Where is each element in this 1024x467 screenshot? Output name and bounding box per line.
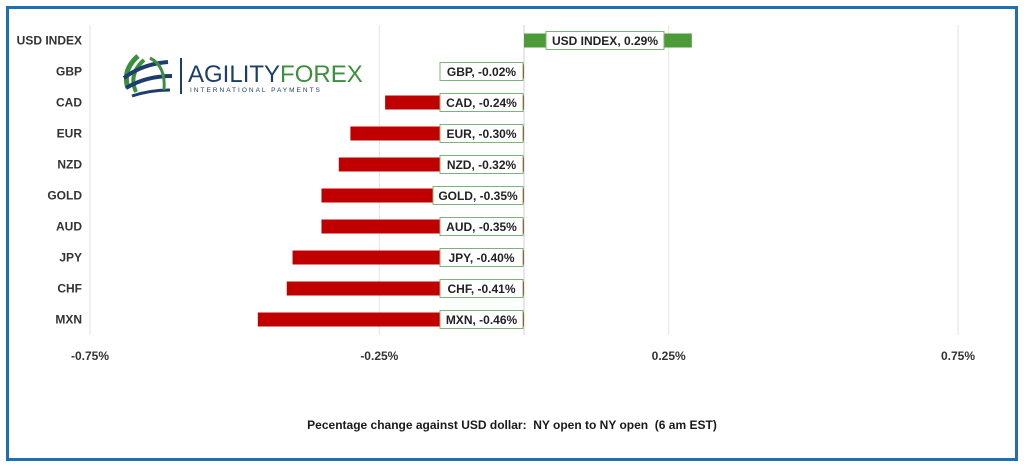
data-label: EUR, -0.30% [439,124,524,143]
data-label-box [439,310,524,329]
category-labels: USD INDEX GBP CAD EUR NZD GOLD AUD JPY CHF MXN [17,34,83,327]
data-label: JPY, -0.40% [439,248,524,267]
category-label: USD INDEX [17,34,82,48]
data-label: CAD, -0.24% [439,93,524,112]
category-label: NZD [57,158,82,172]
x-tick-labels: -0.75% -0.25% 0.25% 0.75% [71,349,975,363]
data-label: NZD, -0.32% [439,155,524,174]
globe-icon [122,54,173,98]
category-label: JPY [59,251,82,265]
data-labels: USD INDEX, 0.29% GBP, -0.02% CAD, -0.24% EU… [432,31,665,329]
logo-name: AGILITYFOREX [188,61,363,88]
data-label-text: CHF, -0.41% [447,282,515,296]
x-tick-label: 0.25% [652,349,686,363]
category-label: GBP [56,65,82,79]
data-label: CHF, -0.41% [439,279,524,298]
logo-divider [180,58,182,94]
data-label-box [439,93,524,112]
x-axis-caption: Pecentage change against USD dollar: NY … [307,418,717,432]
data-label-text: AUD, -0.35% [446,220,517,234]
data-label-box [439,155,524,174]
data-label-box [439,248,524,267]
data-label-text: EUR, -0.30% [446,127,516,141]
data-label: USD INDEX, 0.29% [545,31,665,50]
x-tick-label: -0.25% [360,349,398,363]
category-label: EUR [57,127,83,141]
data-label-box [432,186,524,205]
data-label-box [545,31,665,50]
data-label-text: MXN, -0.46% [446,313,518,327]
data-label-box [439,279,524,298]
data-label: MXN, -0.46% [439,310,524,329]
data-label-text: JPY, -0.40% [448,251,514,265]
x-tick-label: 0.75% [941,349,975,363]
category-label: CAD [56,96,82,110]
agility-forex-logo: AGILITYFOREX INTERNATIONAL PAYMENTS [122,54,363,98]
data-label-text: NZD, -0.32% [447,158,517,172]
data-label: GOLD, -0.35% [432,186,524,205]
data-label-box [439,217,524,236]
data-label-text: USD INDEX, 0.29% [552,34,658,48]
data-label: AUD, -0.35% [439,217,524,236]
data-label-text: CAD, -0.24% [446,96,517,110]
data-label-text: GBP, -0.02% [447,65,516,79]
data-label-text: GOLD, -0.35% [438,189,518,203]
logo-tagline: INTERNATIONAL PAYMENTS [190,87,322,94]
data-label-box [439,62,524,81]
category-label: CHF [57,282,82,296]
x-tick-label: -0.75% [71,349,109,363]
data-label-box [439,124,524,143]
category-label: MXN [55,313,82,327]
category-label: GOLD [47,189,82,203]
data-label: GBP, -0.02% [439,62,524,81]
category-label: AUD [56,220,82,234]
